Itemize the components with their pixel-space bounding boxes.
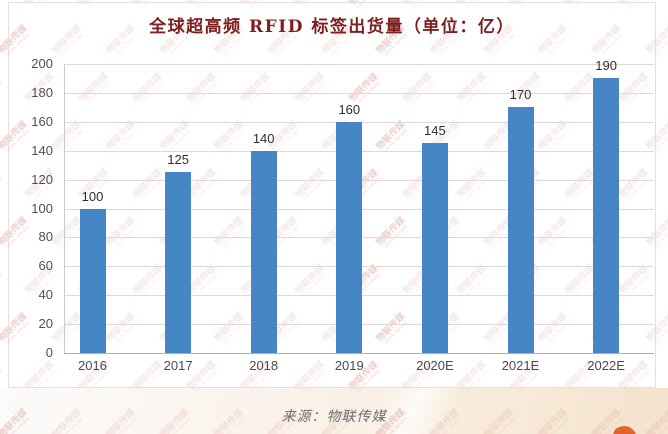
gridline xyxy=(64,92,654,94)
value-label: 145 xyxy=(424,123,446,139)
y-axis-tick-label: 40 xyxy=(38,287,53,303)
value-label: 125 xyxy=(167,152,189,168)
value-label: 100 xyxy=(81,188,104,204)
y-axis-tick-label: 80 xyxy=(38,229,53,245)
bar-2018 xyxy=(250,150,277,353)
x-axis-tick-label: 2021E xyxy=(501,358,540,373)
value-label: 190 xyxy=(595,58,617,74)
x-axis-line xyxy=(64,353,654,354)
chart-title: 全球超高频 RFID 标签出货量（单位：亿） xyxy=(149,17,515,37)
x-axis-tick-label: 2016 xyxy=(78,358,107,373)
bar-2016 xyxy=(79,208,106,353)
chart-panel: 全球超高频 RFID 标签出货量（单位：亿） 0 20 40 60 80 100 120 14… xyxy=(8,2,656,388)
x-axis-tick-label: 2020E xyxy=(416,358,454,373)
gridline xyxy=(64,64,654,65)
value-label: 160 xyxy=(338,101,361,117)
watermark-text-cn: 物联传媒 xyxy=(0,167,2,200)
source-caption: 来源：物联传媒 xyxy=(281,408,387,424)
bar-2021E xyxy=(507,107,534,353)
watermark-text-en: Ulink media xyxy=(0,0,6,12)
value-label: 140 xyxy=(252,130,275,146)
watermark-text-en: Ulink media xyxy=(0,271,4,298)
bar-2017 xyxy=(165,172,192,353)
y-axis-tick-label: 200 xyxy=(31,56,53,71)
y-axis-line xyxy=(64,64,65,353)
y-axis-tick-label: 160 xyxy=(31,113,53,129)
x-axis-tick-label: 2018 xyxy=(249,358,279,373)
x-axis-tick-label: 2017 xyxy=(163,358,193,373)
bar-2019 xyxy=(336,121,363,353)
watermark-text-cn: 物联传媒 xyxy=(0,71,2,104)
watermark-text-en: Ulink media xyxy=(0,175,4,202)
watermark-text-cn: 物联传媒 xyxy=(0,263,2,296)
y-axis-tick-label: 180 xyxy=(31,84,53,100)
watermark-text-cn: 物联传媒 xyxy=(0,0,2,8)
y-axis-tick-label: 120 xyxy=(31,171,53,187)
bar-2020E xyxy=(421,143,448,353)
y-axis-tick-label: 100 xyxy=(31,200,53,216)
bar-2022E xyxy=(593,78,620,353)
watermark-text-en: Ulink media xyxy=(0,79,4,106)
y-axis-tick-label: 140 xyxy=(31,142,53,158)
x-axis-tick-label: 2022E xyxy=(587,358,625,373)
y-axis-tick-label: 0 xyxy=(45,345,53,360)
y-axis-tick-label: 20 xyxy=(38,316,53,332)
bottom-band-streak xyxy=(300,388,540,434)
value-label: 170 xyxy=(509,87,532,103)
bar-chart-plot: 0 20 40 60 80 100 120 140 160 180 200 100 2016 125 201… xyxy=(9,3,657,389)
y-axis-tick-label: 60 xyxy=(38,258,53,274)
x-axis-tick-label: 2019 xyxy=(334,358,364,373)
